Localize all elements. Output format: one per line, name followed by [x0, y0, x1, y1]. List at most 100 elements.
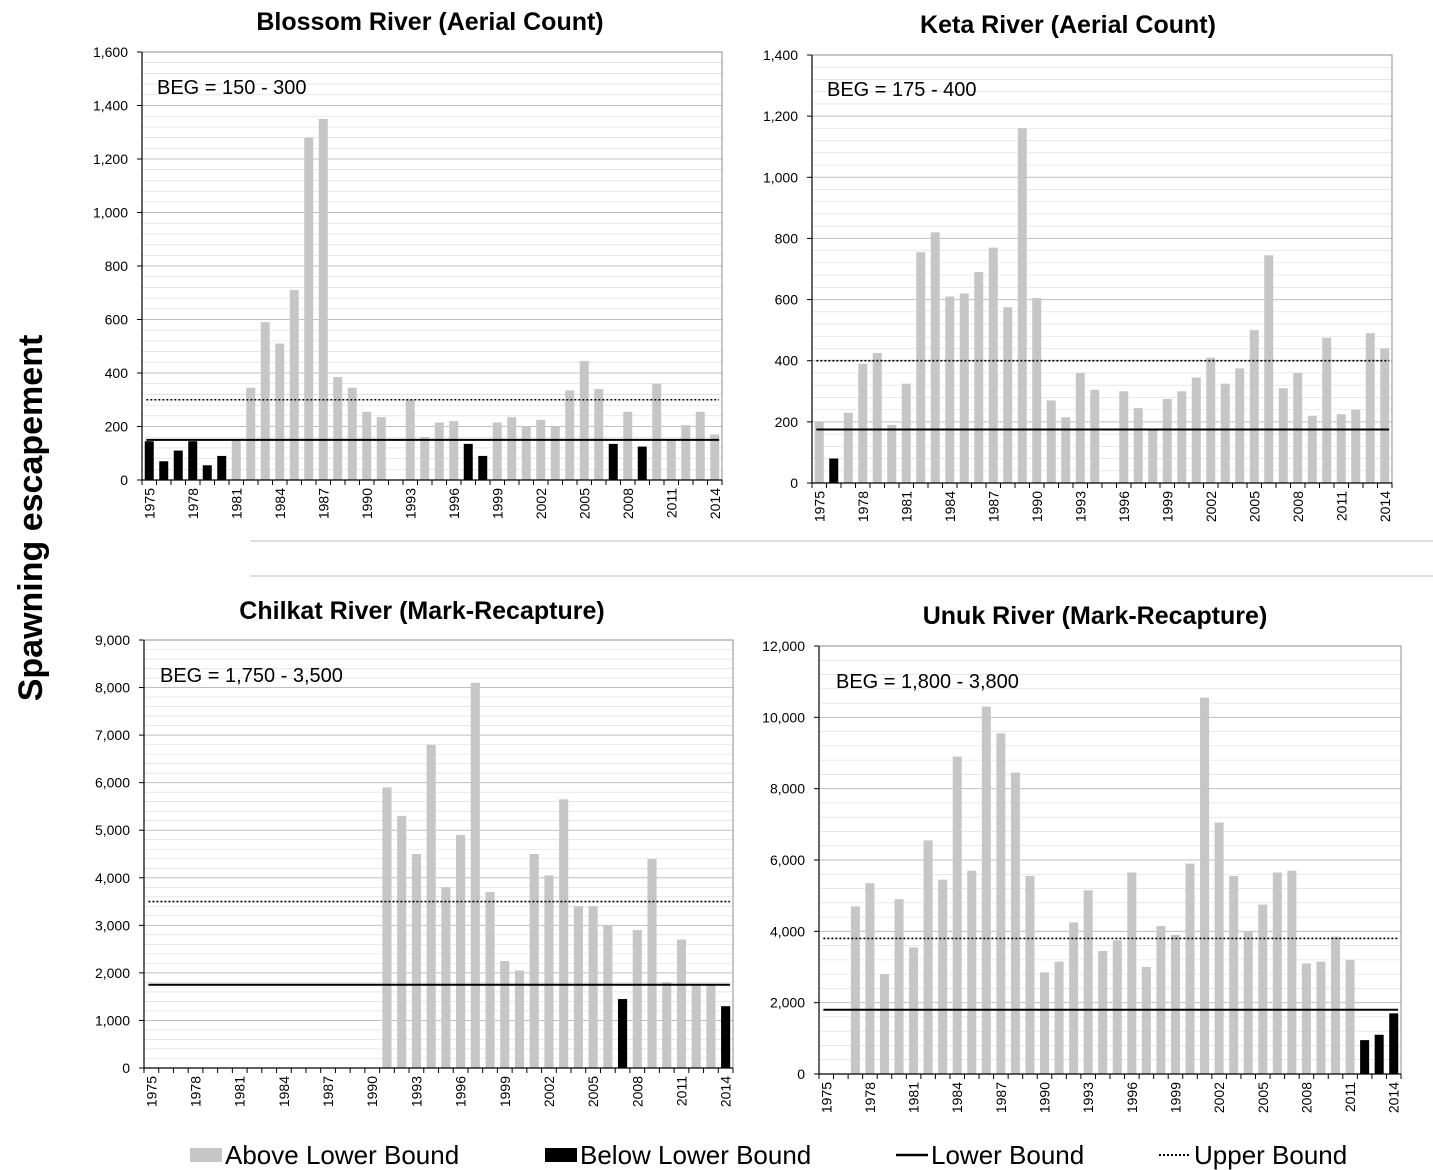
bar-above-lower-bound — [1040, 972, 1050, 1074]
bar-above-lower-bound — [318, 118, 328, 480]
y-tick-label: 9,000 — [95, 632, 130, 648]
bar-above-lower-bound — [676, 939, 687, 1068]
bar-above-lower-bound — [1214, 822, 1224, 1074]
bar-above-lower-bound — [1046, 400, 1056, 483]
bar-above-lower-bound — [858, 363, 868, 483]
bar-below-lower-bound — [202, 465, 212, 480]
bar-above-lower-bound — [500, 961, 510, 1068]
bar-above-lower-bound — [434, 422, 444, 480]
y-tick-label: 5,000 — [95, 822, 130, 838]
bar-above-lower-bound — [894, 899, 904, 1074]
chart-title: Keta River (Aerial Count) — [920, 11, 1216, 39]
bar-above-lower-bound — [1322, 337, 1332, 483]
bar-above-lower-bound — [1272, 872, 1282, 1074]
bar-above-lower-bound — [967, 870, 977, 1074]
bar-above-lower-bound — [1278, 388, 1288, 483]
bar-above-lower-bound — [1156, 925, 1166, 1074]
bar-above-lower-bound — [1243, 931, 1253, 1074]
bar-above-lower-bound — [492, 422, 502, 480]
bar-above-lower-bound — [521, 426, 531, 480]
bar-above-lower-bound — [647, 858, 657, 1068]
bar-above-lower-bound — [426, 744, 436, 1068]
x-tick-label: 1999 — [1159, 491, 1175, 522]
legend-swatch-below — [545, 1148, 577, 1162]
x-tick-label: 1987 — [320, 1076, 336, 1107]
x-tick-label: 2011 — [1342, 1082, 1358, 1112]
bar-above-lower-bound — [1112, 940, 1122, 1074]
bar-above-lower-bound — [441, 887, 451, 1068]
x-tick-label: 1975 — [811, 491, 827, 522]
y-tick-label: 1,400 — [763, 47, 798, 63]
y-tick-label: 1,000 — [95, 1012, 130, 1028]
bar-above-lower-bound — [1003, 307, 1013, 483]
bar-above-lower-bound — [456, 834, 466, 1068]
x-tick-label: 2011 — [673, 1076, 689, 1106]
x-tick-label: 1993 — [408, 1076, 424, 1107]
bar-above-lower-bound — [536, 419, 546, 480]
bar-above-lower-bound — [938, 879, 948, 1074]
x-tick-label: 2008 — [1290, 491, 1306, 522]
x-tick-label: 1978 — [862, 1082, 878, 1113]
x-tick-label: 2008 — [629, 1076, 645, 1107]
bar-above-lower-bound — [544, 875, 554, 1068]
y-tick-label: 400 — [105, 365, 129, 381]
x-tick-label: 2008 — [620, 488, 636, 519]
bar-above-lower-bound — [559, 799, 569, 1068]
bar-above-lower-bound — [930, 232, 940, 483]
x-tick-label: 1978 — [855, 491, 871, 522]
bar-below-lower-bound — [463, 443, 473, 480]
x-tick-label: 1981 — [906, 1082, 922, 1113]
bar-above-lower-bound — [289, 290, 299, 480]
x-tick-label: 2002 — [541, 1076, 557, 1107]
bar-below-lower-bound — [829, 458, 839, 483]
x-tick-label: 1975 — [141, 488, 157, 519]
y-tick-label: 6,000 — [95, 775, 130, 791]
y-tick-label: 1,200 — [93, 151, 128, 167]
bar-above-lower-bound — [1185, 863, 1195, 1074]
bar-above-lower-bound — [1177, 391, 1187, 483]
legend-label-lower-bound: Lower Bound — [931, 1140, 1084, 1170]
bar-above-lower-bound — [1054, 961, 1064, 1074]
bar-above-lower-bound — [666, 439, 676, 480]
y-tick-label: 7,000 — [95, 727, 130, 743]
bar-below-lower-bound — [478, 455, 488, 480]
y-tick-label: 1,600 — [93, 44, 128, 60]
bar-above-lower-bound — [916, 252, 926, 483]
bar-above-lower-bound — [872, 353, 882, 483]
bar-above-lower-bound — [974, 272, 984, 483]
y-tick-label: 0 — [790, 475, 798, 491]
x-tick-label: 2014 — [1377, 491, 1393, 522]
bar-above-lower-bound — [901, 383, 911, 483]
y-tick-label: 600 — [105, 312, 129, 328]
legend-label-below: Below Lower Bound — [580, 1140, 811, 1170]
x-tick-label: 1990 — [1037, 1082, 1053, 1113]
y-tick-label: 8,000 — [770, 781, 805, 797]
bar-above-lower-bound — [652, 383, 662, 480]
bar-above-lower-bound — [411, 854, 421, 1068]
bar-above-lower-bound — [952, 756, 962, 1074]
bar-above-lower-bound — [1061, 417, 1071, 483]
bar-above-lower-bound — [1010, 772, 1020, 1074]
beg-annotation: BEG = 1,750 - 3,500 — [160, 665, 343, 687]
y-tick-label: 0 — [797, 1066, 805, 1082]
bar-below-lower-bound — [1374, 1034, 1384, 1074]
bar-below-lower-bound — [144, 441, 154, 480]
bar-above-lower-bound — [507, 417, 517, 480]
x-tick-label: 1978 — [185, 488, 201, 519]
bar-above-lower-bound — [843, 412, 853, 483]
bar-above-lower-bound — [887, 424, 897, 483]
bar-above-lower-bound — [945, 296, 955, 483]
bar-above-lower-bound — [981, 706, 991, 1074]
bar-above-lower-bound — [246, 387, 256, 480]
x-tick-label: 1975 — [143, 1076, 159, 1107]
x-tick-label: 1999 — [1167, 1082, 1183, 1113]
bar-above-lower-bound — [710, 434, 720, 480]
x-tick-label: 2014 — [707, 488, 723, 519]
x-tick-label: 2005 — [576, 488, 592, 519]
bar-above-lower-bound — [588, 906, 598, 1068]
bar-above-lower-bound — [988, 247, 998, 483]
x-tick-label: 1999 — [489, 488, 505, 519]
x-tick-label: 1984 — [942, 491, 958, 522]
x-tick-label: 2002 — [1203, 491, 1219, 522]
x-tick-label: 1999 — [497, 1076, 513, 1107]
